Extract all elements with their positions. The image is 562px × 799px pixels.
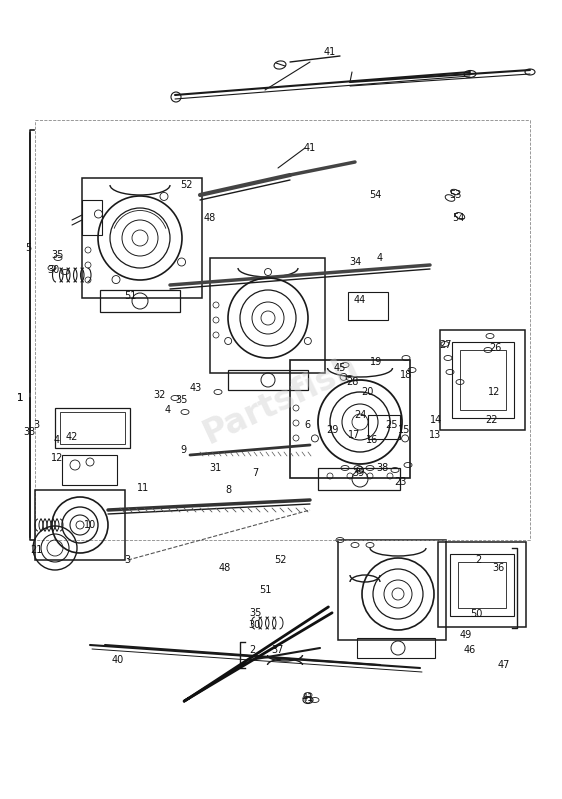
Bar (100, 290, 180, 312)
Text: 35: 35 (249, 608, 261, 618)
Bar (440, 330, 525, 430)
Bar (348, 292, 388, 320)
Text: 2: 2 (475, 555, 481, 565)
Text: 45: 45 (334, 363, 346, 373)
Text: 37: 37 (271, 645, 283, 655)
Text: 46: 46 (464, 645, 476, 655)
Text: 33: 33 (23, 427, 35, 437)
Text: 1: 1 (17, 393, 23, 403)
Text: 24: 24 (354, 410, 366, 420)
Text: 43: 43 (190, 383, 202, 393)
Bar (210, 258, 325, 373)
Text: 44: 44 (354, 295, 366, 305)
Text: 14: 14 (430, 415, 442, 425)
Bar (62, 455, 117, 485)
Text: 51: 51 (124, 291, 136, 301)
Bar (452, 342, 514, 418)
Bar (60, 412, 125, 444)
Text: 2: 2 (249, 645, 255, 655)
Text: 34: 34 (349, 257, 361, 267)
Text: 48: 48 (204, 213, 216, 223)
Text: 32: 32 (154, 390, 166, 400)
Text: 35: 35 (176, 395, 188, 405)
Text: 51: 51 (259, 585, 271, 595)
Bar (338, 540, 446, 640)
Text: 54: 54 (452, 213, 464, 223)
Bar (368, 415, 400, 439)
Bar (318, 468, 400, 490)
Text: 4: 4 (54, 435, 60, 445)
Text: 42: 42 (66, 432, 78, 442)
Text: 52: 52 (274, 555, 286, 565)
Text: 9: 9 (180, 445, 186, 455)
Text: 30: 30 (248, 620, 260, 630)
Text: 23: 23 (394, 477, 406, 487)
Text: 48: 48 (219, 563, 231, 573)
Text: 5: 5 (25, 243, 31, 253)
Text: 19: 19 (370, 357, 382, 367)
Bar (35, 490, 125, 560)
Text: 27: 27 (439, 340, 451, 350)
Text: 1: 1 (17, 393, 23, 403)
Bar (450, 554, 514, 616)
Text: 35: 35 (51, 250, 63, 260)
Text: 3: 3 (33, 420, 39, 430)
Text: 26: 26 (489, 343, 501, 353)
Text: 15: 15 (398, 425, 410, 435)
Text: 53: 53 (449, 190, 461, 200)
Text: 38: 38 (376, 463, 388, 473)
Text: Partsfish: Partsfish (198, 350, 364, 451)
Text: 31: 31 (209, 463, 221, 473)
Bar (438, 542, 526, 627)
Text: 13: 13 (429, 430, 441, 440)
Text: 11: 11 (137, 483, 149, 493)
Text: 52: 52 (180, 180, 192, 190)
Text: 22: 22 (486, 415, 498, 425)
Text: 3: 3 (124, 555, 130, 565)
Text: 41: 41 (304, 143, 316, 153)
Text: 4: 4 (165, 405, 171, 415)
Text: 7: 7 (252, 468, 258, 478)
Text: 16: 16 (366, 435, 378, 445)
Bar (460, 350, 506, 410)
Text: 39: 39 (352, 468, 364, 478)
Text: 12: 12 (488, 387, 500, 397)
Text: 30: 30 (47, 265, 59, 275)
Bar (55, 408, 130, 448)
Text: 18: 18 (400, 370, 412, 380)
Bar (290, 360, 410, 478)
Text: 40: 40 (112, 655, 124, 665)
Text: 49: 49 (460, 630, 472, 640)
Bar (458, 562, 506, 608)
Bar (357, 638, 435, 658)
Text: 54: 54 (369, 190, 381, 200)
Text: 41: 41 (324, 47, 336, 57)
Text: 17: 17 (348, 430, 360, 440)
Bar (228, 370, 308, 390)
Text: 21: 21 (30, 545, 42, 555)
Text: 12: 12 (51, 453, 63, 463)
Text: 4: 4 (377, 253, 383, 263)
Text: 41: 41 (302, 693, 314, 703)
Text: 36: 36 (492, 563, 504, 573)
Bar (82, 200, 102, 235)
Text: 50: 50 (470, 609, 482, 619)
Bar (82, 178, 202, 298)
Text: 10: 10 (84, 520, 96, 530)
Text: 6: 6 (304, 420, 310, 430)
Text: 29: 29 (326, 425, 338, 435)
Text: 47: 47 (498, 660, 510, 670)
Text: 8: 8 (225, 485, 231, 495)
Text: 20: 20 (361, 387, 373, 397)
Text: 25: 25 (386, 420, 398, 430)
Text: 28: 28 (346, 377, 358, 387)
